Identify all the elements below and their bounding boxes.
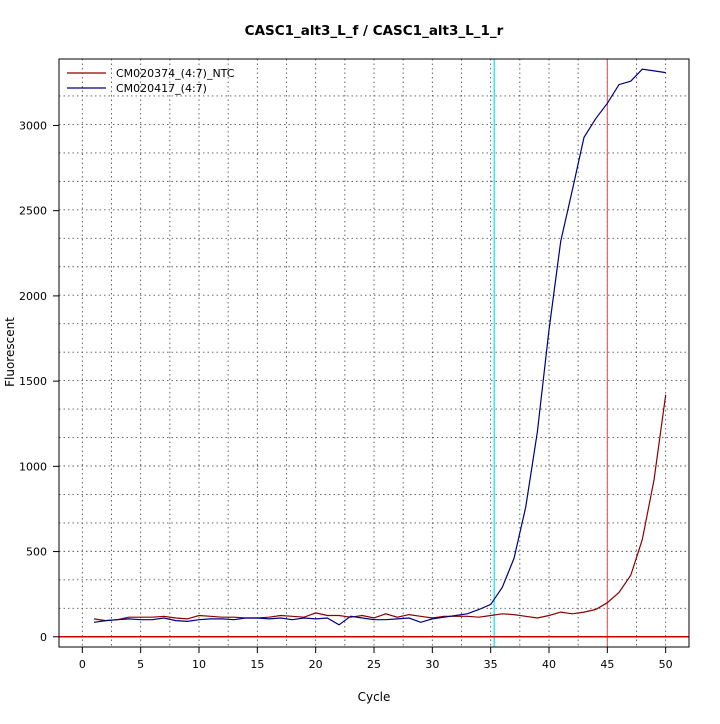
y-tick-label: 1000 (19, 460, 47, 473)
x-tick-label: 45 (600, 658, 614, 671)
x-tick-label: 5 (137, 658, 144, 671)
series-line-1 (93, 394, 667, 622)
x-tick-label: 40 (542, 658, 556, 671)
series-layer (93, 68, 667, 626)
grid-layer (59, 59, 689, 647)
x-tick-label: 10 (192, 658, 206, 671)
x-tick-label: 20 (309, 658, 323, 671)
chart-title: CASC1_alt3_L_f / CASC1_alt3_L_1_r (245, 23, 504, 39)
y-tick-label: 3000 (19, 119, 47, 132)
y-tick-label: 500 (26, 546, 47, 559)
x-axis-label: Cycle (358, 690, 391, 704)
y-tick-label: 2500 (19, 205, 47, 218)
x-tick-label: 15 (250, 658, 264, 671)
y-tick-label: 0 (40, 631, 47, 644)
y-tick-label: 1500 (19, 375, 47, 388)
y-axis-label: Fluorescent (3, 317, 17, 387)
y-tick-label: 2000 (19, 290, 47, 303)
x-tick-label: 35 (484, 658, 498, 671)
legend-label-2: CM020417_(4:7) (116, 82, 207, 95)
series-line-2 (93, 68, 666, 626)
x-tick-label: 50 (659, 658, 673, 671)
x-tick-label: 30 (425, 658, 439, 671)
reference-lines (59, 59, 689, 647)
x-tick-label: 25 (367, 658, 381, 671)
legend: CM020374_(4:7)_NTC CM020417_(4:7) (67, 67, 235, 95)
axes: 0 5 10 15 20 25 30 35 40 45 5005001000150020002500… (19, 119, 673, 671)
legend-label-1: CM020374_(4:7)_NTC (116, 67, 235, 80)
x-tick-label: 0 (79, 658, 86, 671)
